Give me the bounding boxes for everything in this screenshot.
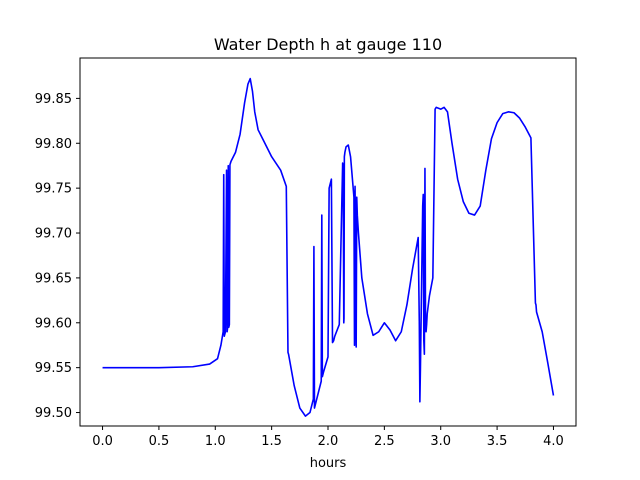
x-tick-label: 2.5	[374, 434, 395, 449]
y-tick-label: 99.85	[35, 92, 72, 107]
x-tick-label: 1.0	[205, 434, 226, 449]
y-tick-label: 99.70	[35, 227, 72, 242]
y-tick-label: 99.60	[35, 316, 72, 331]
x-tick-label: 2.0	[318, 434, 339, 449]
x-axis-label: hours	[310, 456, 347, 471]
plot-area	[102, 77, 555, 417]
x-tick-label: 0.0	[92, 434, 113, 449]
y-axis-ticks: 99.50 99.55 99.60 99.65 99.70 99.75 99.80 99.85	[35, 92, 80, 421]
x-axis-ticks: 0.0 0.5 1.0 1.5 2.0 2.5 3.0 3.5 4.0	[92, 426, 564, 449]
y-tick-label: 99.65	[35, 271, 72, 286]
x-tick-label: 1.5	[261, 434, 282, 449]
y-tick-label: 99.50	[35, 406, 72, 421]
axes-frame	[79, 57, 577, 427]
y-tick-label: 99.80	[35, 137, 72, 152]
x-tick-label: 3.5	[487, 434, 508, 449]
y-tick-label: 99.75	[35, 182, 72, 197]
x-tick-label: 4.0	[543, 434, 564, 449]
x-tick-label: 0.5	[149, 434, 170, 449]
x-tick-label: 3.0	[430, 434, 451, 449]
y-tick-label: 99.55	[35, 361, 72, 376]
series-line-0	[102, 77, 555, 417]
chart-title: Water Depth h at gauge 110	[214, 35, 442, 54]
